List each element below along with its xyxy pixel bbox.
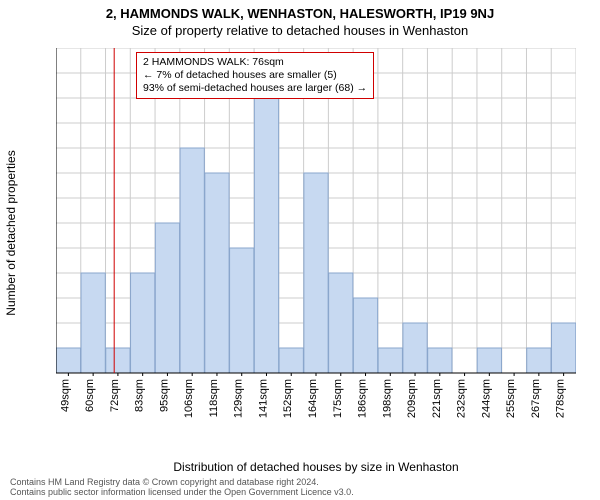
bar: [353, 298, 377, 373]
x-tick-label: 72sqm: [109, 379, 121, 412]
bar: [155, 223, 179, 373]
bar: [230, 248, 254, 373]
bar: [378, 348, 402, 373]
histogram-plot: 01234567891011121349sqm60sqm72sqm83sqm95…: [56, 48, 576, 418]
x-tick-label: 152sqm: [282, 379, 294, 418]
x-tick-label: 209sqm: [406, 379, 418, 418]
x-tick-label: 267sqm: [530, 379, 542, 418]
x-tick-label: 83sqm: [134, 379, 146, 412]
x-tick-label: 175sqm: [332, 379, 344, 418]
y-axis-label: Number of detached properties: [4, 48, 24, 418]
bar: [477, 348, 501, 373]
bar: [56, 348, 80, 373]
x-tick-label: 118sqm: [208, 379, 220, 417]
page-title: 2, HAMMONDS WALK, WENHASTON, HALESWORTH,…: [0, 0, 600, 21]
bar: [527, 348, 551, 373]
chart-area: 01234567891011121349sqm60sqm72sqm83sqm95…: [56, 48, 576, 418]
bar: [329, 273, 353, 373]
x-tick-label: 198sqm: [381, 379, 393, 418]
x-tick-label: 255sqm: [505, 379, 517, 418]
x-tick-label: 129sqm: [233, 379, 245, 418]
bar: [205, 173, 229, 373]
bar: [403, 323, 427, 373]
chart-container: 2, HAMMONDS WALK, WENHASTON, HALESWORTH,…: [0, 0, 600, 500]
bar: [551, 323, 575, 373]
footer-attribution: Contains HM Land Registry data © Crown c…: [10, 478, 354, 498]
callout-line1: 2 HAMMONDS WALK: 76sqm: [143, 56, 367, 69]
callout-line2: ← 7% of detached houses are smaller (5): [143, 69, 367, 82]
x-tick-label: 141sqm: [257, 379, 269, 418]
x-tick-label: 232sqm: [456, 379, 468, 418]
x-tick-label: 221sqm: [431, 379, 443, 418]
x-axis-label: Distribution of detached houses by size …: [56, 460, 576, 474]
x-tick-label: 186sqm: [357, 379, 369, 418]
x-tick-label: 278sqm: [555, 379, 567, 418]
bar: [180, 148, 204, 373]
bar: [279, 348, 303, 373]
x-tick-label: 60sqm: [84, 379, 96, 412]
bar: [304, 173, 328, 373]
marker-callout: 2 HAMMONDS WALK: 76sqm ← 7% of detached …: [136, 52, 374, 99]
bar: [428, 348, 452, 373]
page-subtitle: Size of property relative to detached ho…: [0, 21, 600, 38]
x-tick-label: 49sqm: [59, 379, 71, 412]
x-tick-label: 95sqm: [158, 379, 170, 412]
x-tick-label: 244sqm: [480, 379, 492, 418]
bar: [81, 273, 105, 373]
callout-line3: 93% of semi-detached houses are larger (…: [143, 82, 367, 95]
footer-line2: Contains public sector information licen…: [10, 488, 354, 498]
bar: [106, 348, 130, 373]
x-tick-label: 164sqm: [307, 379, 319, 418]
x-tick-label: 106sqm: [183, 379, 195, 418]
bar: [131, 273, 155, 373]
bar: [254, 98, 278, 373]
